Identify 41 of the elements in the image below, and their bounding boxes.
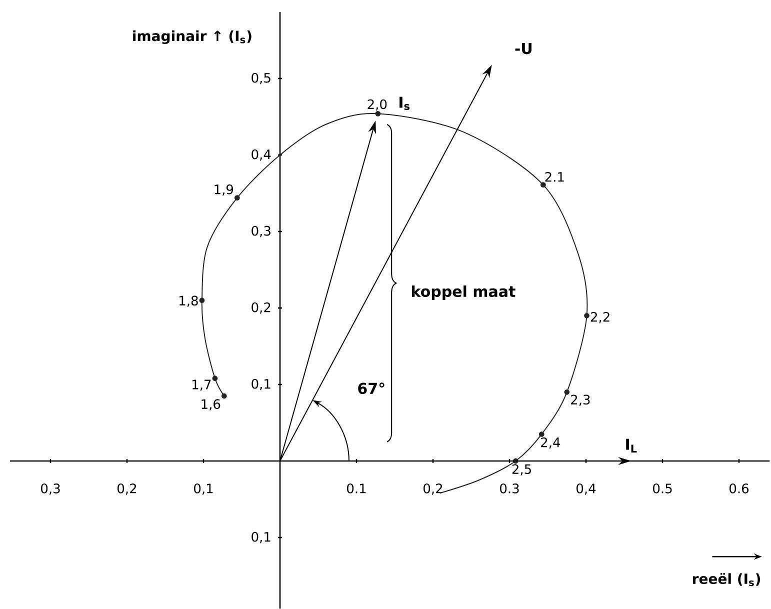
point bbox=[540, 182, 546, 188]
annotation: 2,3 bbox=[571, 394, 590, 406]
point bbox=[212, 376, 218, 382]
annotation: I$_{L}$ bbox=[626, 438, 637, 452]
x-tick-label: 0.6 bbox=[730, 484, 749, 494]
point bbox=[564, 389, 570, 395]
annotation: 1,8 bbox=[180, 296, 198, 307]
annotation: 2,5 bbox=[512, 464, 531, 476]
annotation: 1,6 bbox=[202, 399, 220, 410]
x-tick-label: 0.5 bbox=[653, 484, 672, 494]
x-axis-title: reeël (I$_{s}$) bbox=[693, 573, 760, 586]
y-tick-label: 0,2 bbox=[252, 302, 270, 314]
y-tick-label: 0,1 bbox=[252, 378, 270, 390]
annotation: 1,9 bbox=[214, 184, 234, 196]
annotation: -U bbox=[515, 43, 532, 54]
y-tick-label: 0,1 bbox=[252, 532, 270, 544]
point bbox=[538, 432, 544, 437]
y-tick-label: 0,4 bbox=[252, 149, 271, 161]
y-tick-label: 0,3 bbox=[252, 226, 270, 238]
point bbox=[375, 110, 381, 116]
annotation: koppel maat bbox=[412, 285, 516, 300]
y-axis-title: imaginair ↑ (I$_{s}$) bbox=[133, 30, 252, 44]
point bbox=[584, 312, 590, 318]
annotation: I$_{s}$ bbox=[400, 96, 410, 110]
annotation: 67° bbox=[358, 382, 384, 394]
annotation: 2,4 bbox=[541, 437, 560, 449]
x-tick-label: 0,1 bbox=[194, 484, 213, 495]
point bbox=[221, 393, 227, 399]
x-tick-label: 0,3 bbox=[41, 484, 60, 495]
point bbox=[234, 195, 240, 201]
annotation: 2,2 bbox=[590, 312, 610, 324]
x-tick-label: 0.1 bbox=[347, 484, 366, 494]
x-tick-label: 0,4 bbox=[576, 484, 596, 495]
y-tick-label: 0,5 bbox=[252, 72, 270, 84]
annotation: 2.1 bbox=[545, 172, 564, 182]
annotation: 1,7 bbox=[192, 380, 211, 391]
point bbox=[199, 298, 205, 304]
x-tick-label: 0,2 bbox=[424, 484, 442, 495]
x-tick-label: 0,2 bbox=[118, 484, 136, 495]
x-tick-label: 0.3 bbox=[500, 484, 519, 494]
annotation: 2,0 bbox=[368, 99, 387, 110]
